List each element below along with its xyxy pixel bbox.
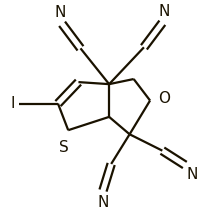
Text: N: N xyxy=(159,4,170,19)
Text: I: I xyxy=(11,96,15,111)
Text: N: N xyxy=(54,5,66,20)
Text: O: O xyxy=(158,91,170,106)
Text: S: S xyxy=(59,140,69,155)
Text: N: N xyxy=(187,167,198,182)
Text: N: N xyxy=(97,195,109,210)
